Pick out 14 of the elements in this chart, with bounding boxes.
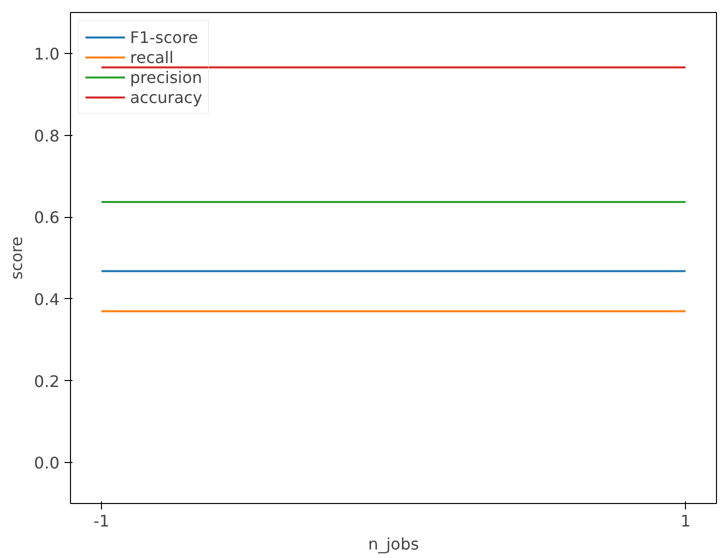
y-tick-label: 0.2	[34, 372, 60, 391]
y-tick-label: 1.0	[34, 44, 60, 64]
legend-label: accuracy	[130, 88, 202, 106]
y-tick-label: 0.0	[34, 454, 60, 473]
x-tick-label: 1	[680, 512, 691, 530]
legend-label: F1-score	[130, 28, 198, 46]
y-axis-title: score	[7, 236, 26, 280]
y-tick-label: 0.4	[34, 290, 60, 309]
y-tick-label: 0.6	[34, 208, 60, 228]
y-tick-label: 0.8	[34, 126, 60, 146]
legend-label: precision	[130, 68, 202, 86]
legend-label: recall	[130, 48, 174, 66]
x-tick-label: -1	[93, 512, 110, 530]
x-axis-title: n_jobs	[368, 534, 419, 554]
